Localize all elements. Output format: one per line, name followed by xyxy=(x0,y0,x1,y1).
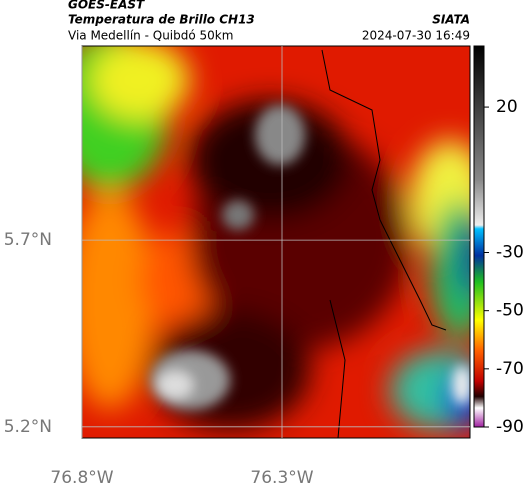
colorbar xyxy=(473,45,485,428)
y-tick-label: 5.2°N xyxy=(4,417,52,437)
colorbar-tick-label: -90 xyxy=(496,417,524,437)
x-tick-label: 76.3°W xyxy=(250,468,313,488)
satellite: GOES-EAST xyxy=(68,0,145,12)
brightness-map xyxy=(82,46,470,438)
axes: 76.8°W 76.3°W 5.2°N 5.7°N 20 -30 -50 -70 -90 xyxy=(4,46,524,488)
x-tick-label: 76.8°W xyxy=(50,468,113,488)
colorbar-tick-label: -50 xyxy=(496,301,524,321)
colorbar-tick-label: 20 xyxy=(496,97,518,117)
product: Temperatura de Brillo CH13 xyxy=(68,13,255,27)
region: Via Medellín - Quibdó 50km xyxy=(68,29,233,43)
colorbar-tick-label: -70 xyxy=(496,359,524,379)
y-tick-label: 5.7°N xyxy=(4,230,52,250)
source: SIATA xyxy=(432,13,470,27)
timestamp: 2024-07-30 16:49 xyxy=(362,29,470,43)
colorbar-tick-label: -30 xyxy=(496,242,524,262)
